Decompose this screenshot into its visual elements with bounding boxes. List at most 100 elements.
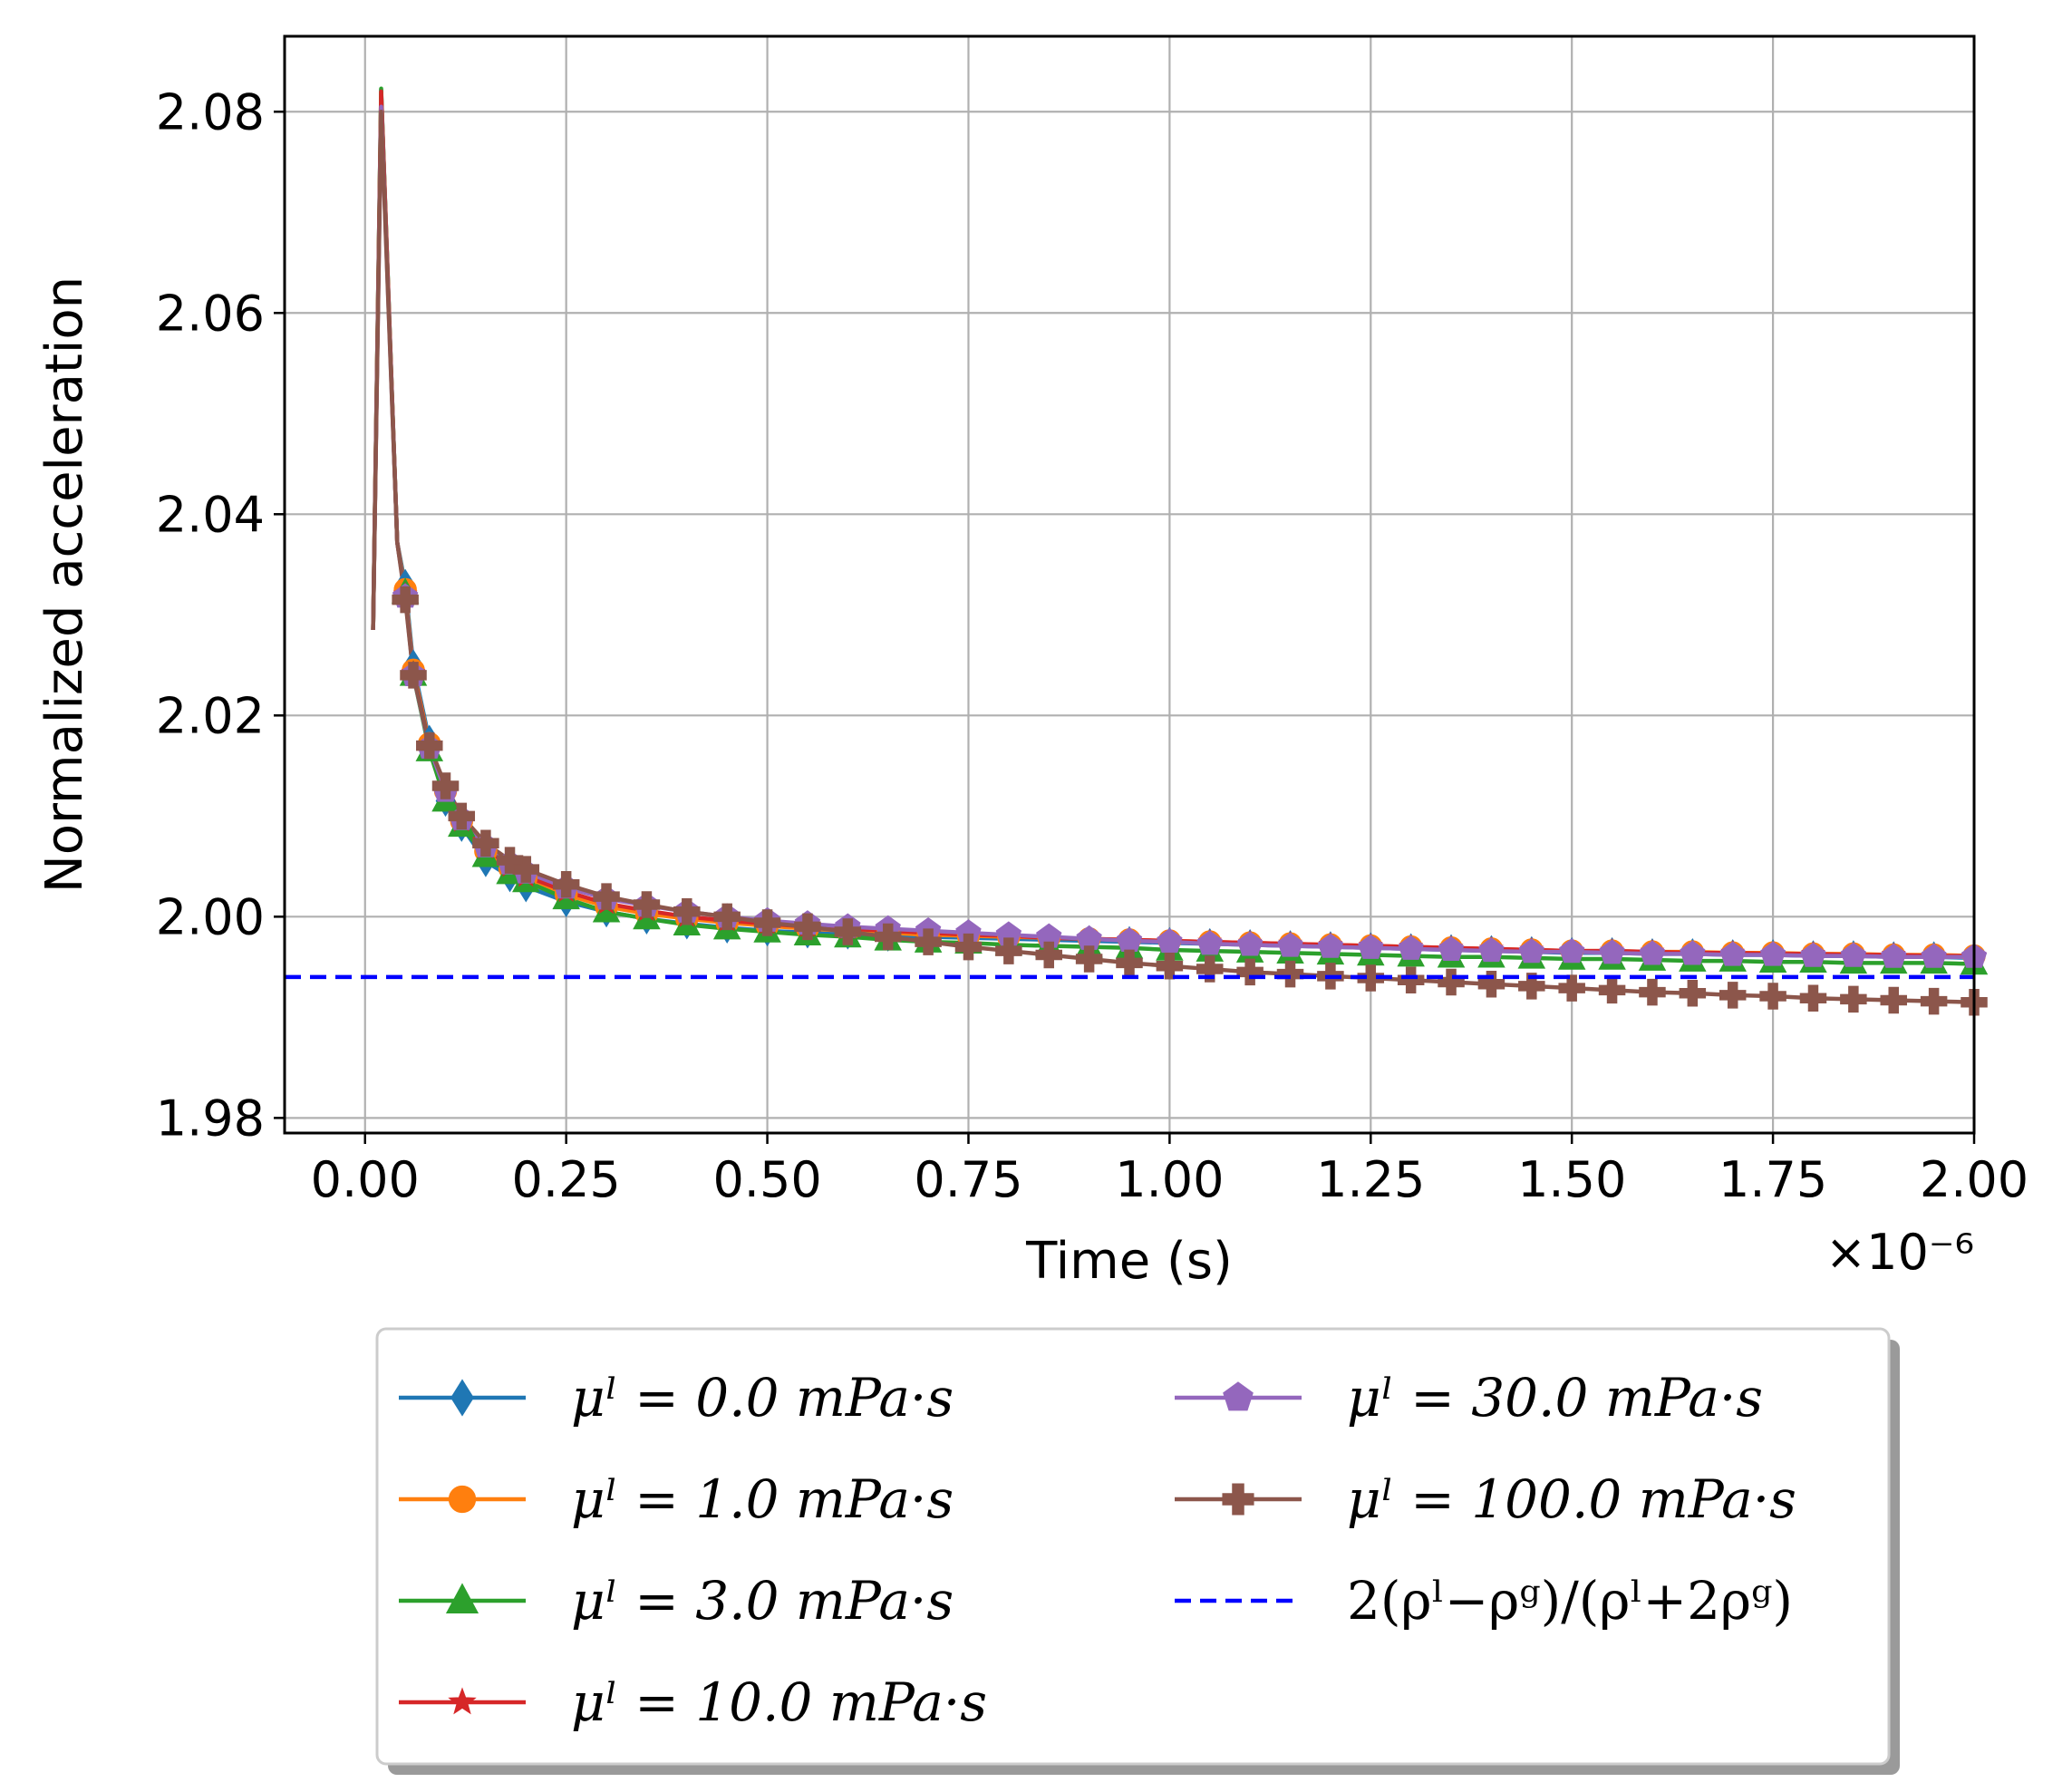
data-point bbox=[416, 731, 443, 760]
y-axis-label: Normalized acceleration bbox=[35, 276, 94, 893]
legend-label-reference: 2(ρˡ−ρᵍ)/(ρˡ+2ρᵍ) bbox=[1347, 1570, 1793, 1632]
y-axis-ticks: 1.98 2.00 2.02 2.04 2.06 2.08 bbox=[156, 83, 285, 1147]
series-lines bbox=[371, 86, 1975, 1004]
legend-label: μˡ = 1.0 mPa·s bbox=[571, 1468, 954, 1530]
data-point bbox=[1317, 933, 1344, 958]
data-point bbox=[1035, 941, 1062, 969]
data-point bbox=[1759, 983, 1786, 1010]
data-point bbox=[448, 1687, 477, 1715]
legend-label: μˡ = 0.0 mPa·s bbox=[571, 1367, 954, 1429]
legend-label: μˡ = 30.0 mPa·s bbox=[1347, 1367, 1763, 1429]
legend-entry: μˡ = 30.0 mPa·s bbox=[1175, 1367, 1763, 1429]
series-line bbox=[371, 104, 1974, 959]
data-point bbox=[1196, 955, 1224, 983]
data-point bbox=[1438, 936, 1465, 962]
x-axis-offset-label: ×10⁻⁶ bbox=[1825, 1224, 1974, 1281]
data-point bbox=[392, 586, 419, 614]
data-point bbox=[445, 1583, 479, 1613]
data-point bbox=[472, 829, 499, 857]
x-tick-label: 2.00 bbox=[1920, 1151, 2028, 1208]
series-line bbox=[371, 86, 1975, 966]
data-point bbox=[1558, 938, 1585, 964]
data-point bbox=[673, 898, 701, 925]
data-point bbox=[552, 871, 580, 898]
series-line bbox=[371, 89, 1975, 958]
legend: μˡ = 0.0 mPa·s μˡ = 1.0 mPa·s μˡ = 3.0 mPa… bbox=[375, 1327, 1900, 1775]
x-axis-ticks: 0.00 0.25 0.50 0.75 1.00 1.25 1.50 1.75 2.00 bbox=[311, 1133, 2028, 1208]
legend-label: μˡ = 100.0 mPa·s bbox=[1347, 1468, 1796, 1530]
x-tick-label: 0.00 bbox=[311, 1151, 420, 1208]
data-point bbox=[1236, 958, 1264, 986]
data-point bbox=[1719, 941, 1746, 966]
data-point bbox=[1680, 940, 1706, 965]
data-point bbox=[1397, 966, 1425, 994]
data-point bbox=[1157, 928, 1183, 954]
x-tick-label: 1.75 bbox=[1719, 1151, 1827, 1208]
x-tick-label: 1.00 bbox=[1115, 1151, 1224, 1208]
data-point bbox=[1639, 940, 1666, 965]
data-point bbox=[1921, 943, 1947, 968]
legend-entry: μˡ = 0.0 mPa·s bbox=[399, 1367, 954, 1429]
x-tick-label: 1.25 bbox=[1316, 1151, 1425, 1208]
data-point bbox=[1478, 937, 1505, 963]
data-point bbox=[874, 923, 902, 951]
data-point bbox=[1840, 985, 1867, 1013]
legend-entry: μˡ = 10.0 mPa·s bbox=[399, 1671, 987, 1733]
x-tick-label: 0.25 bbox=[512, 1151, 621, 1208]
data-point bbox=[1880, 986, 1907, 1014]
legend-entry-reference: 2(ρˡ−ρᵍ)/(ρˡ+2ρᵍ) bbox=[1175, 1570, 1793, 1632]
y-tick-label: 2.04 bbox=[156, 486, 265, 543]
data-point bbox=[1075, 945, 1103, 973]
y-tick-label: 2.00 bbox=[156, 888, 265, 945]
series-line bbox=[371, 87, 1975, 961]
legend-entry: μˡ = 100.0 mPa·s bbox=[1175, 1468, 1796, 1530]
data-point bbox=[1800, 942, 1826, 967]
data-point bbox=[834, 918, 862, 945]
series-line bbox=[371, 89, 1974, 958]
data-point bbox=[633, 891, 661, 918]
data-point bbox=[1558, 974, 1585, 1002]
y-tick-label: 1.98 bbox=[156, 1090, 265, 1147]
data-point bbox=[1276, 960, 1304, 988]
data-point bbox=[1840, 942, 1867, 967]
data-point bbox=[954, 933, 983, 961]
data-point bbox=[450, 1379, 474, 1417]
data-point bbox=[1518, 973, 1545, 1000]
plot-frame bbox=[283, 34, 1976, 1135]
data-point bbox=[1277, 932, 1303, 957]
data-point bbox=[1357, 964, 1385, 992]
data-point bbox=[400, 662, 427, 689]
x-tick-label: 0.50 bbox=[712, 1151, 821, 1208]
data-point bbox=[915, 928, 942, 955]
data-point bbox=[1920, 987, 1948, 1015]
x-axis-label: Time (s) bbox=[1025, 1232, 1233, 1291]
data-point bbox=[753, 909, 781, 936]
data-point bbox=[593, 883, 620, 910]
series-markers bbox=[391, 568, 1989, 1016]
data-point bbox=[1196, 930, 1223, 955]
data-point bbox=[1719, 982, 1747, 1009]
y-tick-label: 2.06 bbox=[156, 285, 265, 342]
data-point bbox=[1236, 931, 1264, 956]
data-point bbox=[1679, 979, 1707, 1007]
data-point bbox=[1222, 1483, 1254, 1516]
series-markers-5 bbox=[392, 586, 1988, 1016]
data-point bbox=[1477, 970, 1506, 998]
legend-label: μˡ = 10.0 mPa·s bbox=[571, 1671, 987, 1733]
series-line bbox=[371, 110, 1975, 1004]
legend-entry: μˡ = 3.0 mPa·s bbox=[399, 1570, 954, 1632]
data-point bbox=[1598, 976, 1626, 1004]
data-point bbox=[1398, 935, 1424, 960]
legend-label: μˡ = 3.0 mPa·s bbox=[571, 1570, 954, 1632]
data-point bbox=[1759, 941, 1786, 966]
x-tick-label: 1.50 bbox=[1517, 1151, 1626, 1208]
data-point bbox=[1518, 938, 1545, 964]
data-point bbox=[995, 937, 1022, 964]
data-point bbox=[794, 913, 821, 941]
legend-entry: μˡ = 1.0 mPa·s bbox=[399, 1468, 954, 1530]
data-point bbox=[1358, 934, 1384, 959]
data-point bbox=[431, 772, 460, 799]
y-tick-label: 2.08 bbox=[156, 83, 265, 140]
data-point bbox=[1599, 939, 1625, 964]
